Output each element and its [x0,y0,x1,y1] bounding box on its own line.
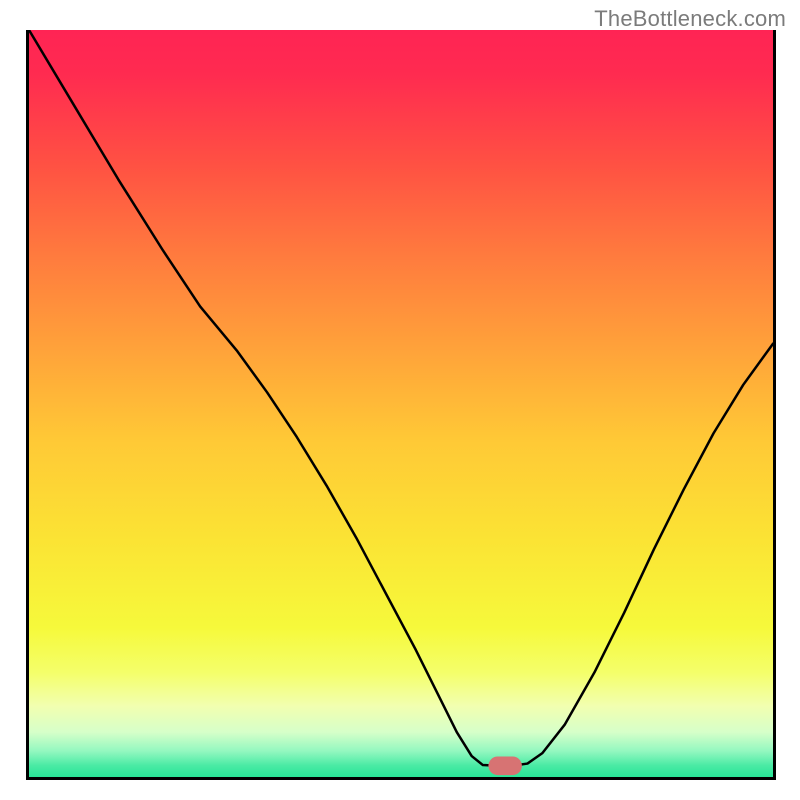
chart-container: TheBottleneck.com [0,0,800,800]
chart-svg [26,30,776,780]
plot-area [26,30,776,780]
watermark-text: TheBottleneck.com [594,6,786,32]
